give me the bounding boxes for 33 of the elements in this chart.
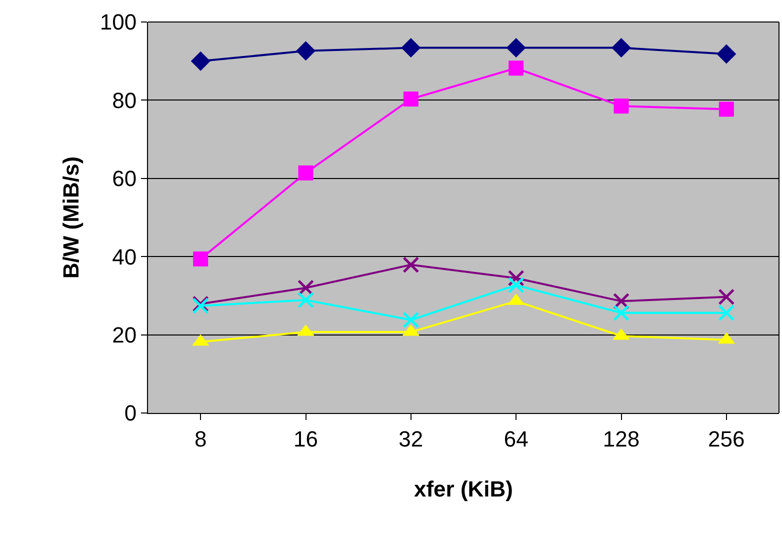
point [193, 251, 208, 266]
point [506, 38, 526, 58]
x-tick-label: 16 [294, 426, 318, 452]
x-axis-title: xfer (KiB) [414, 476, 514, 502]
y-tick-label: 100 [100, 10, 137, 35]
y-axis-title: B/W (MiB/s) [58, 156, 84, 279]
point [190, 51, 210, 71]
point [508, 276, 524, 294]
point [401, 38, 421, 58]
point [716, 44, 736, 64]
point [296, 41, 316, 61]
point [612, 38, 631, 58]
point [403, 92, 418, 107]
point [718, 288, 735, 306]
point [298, 165, 314, 180]
point [402, 256, 420, 274]
x-tick-label: 32 [398, 426, 424, 452]
y-tick-label: 20 [112, 322, 137, 348]
x-tick-label: 64 [504, 426, 528, 452]
x-tick-label: 128 [602, 426, 640, 452]
y-tick-label: 80 [112, 88, 137, 113]
point [402, 312, 420, 328]
y-tick-label: 0 [124, 400, 137, 426]
point [298, 292, 314, 308]
point [718, 304, 735, 322]
point [614, 98, 629, 114]
point [718, 102, 734, 117]
y-tick-label: 60 [112, 166, 137, 192]
x-tick-label: 8 [194, 426, 207, 452]
x-tick-label: 256 [708, 426, 745, 452]
point [613, 304, 630, 322]
y-tick-label: 40 [112, 244, 137, 270]
point [508, 60, 524, 76]
